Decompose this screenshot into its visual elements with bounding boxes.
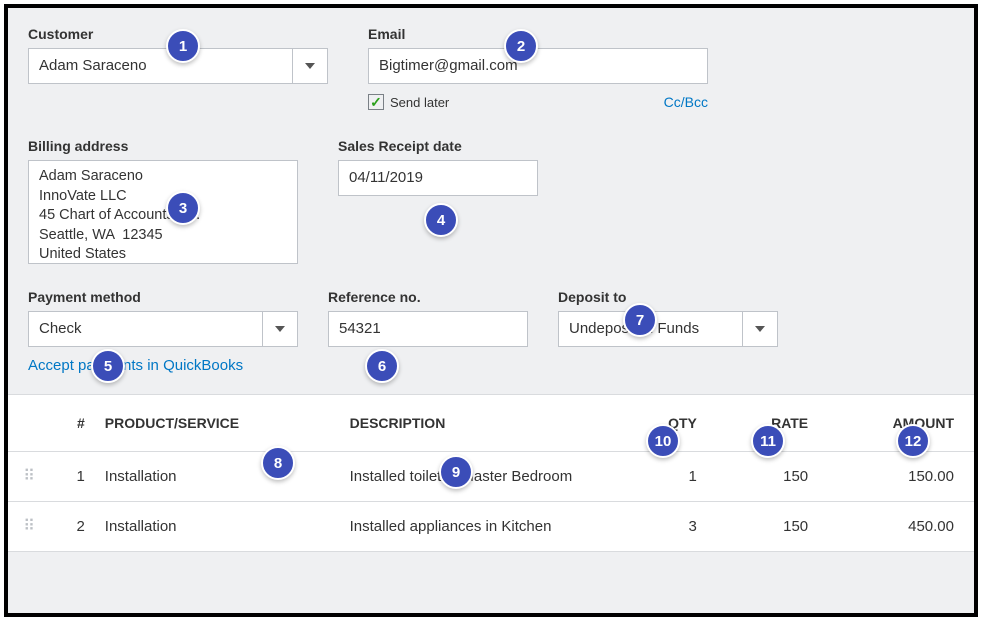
reference-no-input[interactable]: 54321	[328, 311, 528, 347]
col-hash: #	[50, 395, 95, 452]
table-header-row: # PRODUCT/SERVICE DESCRIPTION QTY RATE A…	[8, 395, 974, 452]
line-amount[interactable]: 150.00	[818, 452, 974, 502]
row-payment-ref-deposit: Payment method Check Accept payments in …	[28, 289, 954, 374]
table-row[interactable]: ⠿ 1 Installation Installed toilet in Mas…	[8, 452, 974, 502]
line-product[interactable]: Installation	[95, 452, 340, 502]
line-items-body: ⠿ 1 Installation Installed toilet in Mas…	[8, 452, 974, 552]
billing-address-textarea[interactable]	[28, 160, 298, 264]
deposit-to-dropdown[interactable]: Undeposited Funds	[558, 311, 778, 347]
chevron-down-icon	[755, 326, 765, 332]
row-customer-email: Customer Adam Saraceno Email Bigtimer@gm…	[28, 26, 954, 110]
line-amount[interactable]: 450.00	[818, 502, 974, 552]
deposit-to-label: Deposit to	[558, 289, 778, 305]
email-label: Email	[368, 26, 708, 42]
checkbox-box: ✓	[368, 94, 384, 110]
line-rate[interactable]: 150	[707, 452, 818, 502]
email-field: Email Bigtimer@gmail.com ✓ Send later Cc…	[368, 26, 708, 110]
sales-receipt-date-field: Sales Receipt date 04/11/2019	[338, 138, 538, 269]
payment-method-label: Payment method	[28, 289, 298, 305]
send-later-checkbox[interactable]: ✓ Send later	[368, 94, 449, 110]
line-items-table: # PRODUCT/SERVICE DESCRIPTION QTY RATE A…	[8, 395, 974, 552]
line-index: 2	[50, 502, 95, 552]
line-rate[interactable]: 150	[707, 502, 818, 552]
accept-payments-link[interactable]: Accept payments in QuickBooks	[28, 357, 298, 374]
line-qty[interactable]: 3	[618, 502, 707, 552]
line-description[interactable]: Installed appliances in Kitchen	[340, 502, 618, 552]
payment-method-caret-button[interactable]	[262, 311, 298, 347]
customer-caret-button[interactable]	[292, 48, 328, 84]
sales-receipt-date-input[interactable]: 04/11/2019	[338, 160, 538, 196]
customer-dropdown[interactable]: Adam Saraceno	[28, 48, 328, 84]
send-later-label: Send later	[390, 95, 449, 110]
deposit-to-field: Deposit to Undeposited Funds	[558, 289, 778, 374]
col-qty: QTY	[618, 395, 707, 452]
customer-field: Customer Adam Saraceno	[28, 26, 328, 110]
col-grip	[8, 395, 50, 452]
check-icon: ✓	[370, 95, 382, 109]
reference-no-label: Reference no.	[328, 289, 528, 305]
email-extras-row: ✓ Send later Cc/Bcc	[368, 94, 708, 110]
drag-handle-icon[interactable]: ⠿	[23, 518, 35, 535]
billing-address-field: Billing address	[28, 138, 298, 269]
sales-receipt-form: Customer Adam Saraceno Email Bigtimer@gm…	[4, 4, 978, 617]
payment-method-field: Payment method Check Accept payments in …	[28, 289, 298, 374]
email-input[interactable]: Bigtimer@gmail.com	[368, 48, 708, 84]
line-product[interactable]: Installation	[95, 502, 340, 552]
line-index: 1	[50, 452, 95, 502]
row-billing-date: Billing address Sales Receipt date 04/11…	[28, 138, 954, 269]
col-description: DESCRIPTION	[340, 395, 618, 452]
cc-bcc-link[interactable]: Cc/Bcc	[664, 94, 708, 110]
customer-value[interactable]: Adam Saraceno	[28, 48, 292, 84]
chevron-down-icon	[305, 63, 315, 69]
line-qty[interactable]: 1	[618, 452, 707, 502]
billing-address-wrap	[28, 160, 298, 269]
table-row[interactable]: ⠿ 2 Installation Installed appliances in…	[8, 502, 974, 552]
payment-method-dropdown[interactable]: Check	[28, 311, 298, 347]
chevron-down-icon	[275, 326, 285, 332]
line-description[interactable]: Installed toilet in Master Bedroom	[340, 452, 618, 502]
customer-label: Customer	[28, 26, 328, 42]
line-items-section: # PRODUCT/SERVICE DESCRIPTION QTY RATE A…	[8, 394, 974, 552]
sales-receipt-date-label: Sales Receipt date	[338, 138, 538, 154]
deposit-to-caret-button[interactable]	[742, 311, 778, 347]
payment-method-value[interactable]: Check	[28, 311, 262, 347]
reference-no-field: Reference no. 54321	[328, 289, 528, 374]
deposit-to-value[interactable]: Undeposited Funds	[558, 311, 742, 347]
billing-address-label: Billing address	[28, 138, 298, 154]
drag-handle-icon[interactable]: ⠿	[23, 468, 35, 485]
col-product: PRODUCT/SERVICE	[95, 395, 340, 452]
col-rate: RATE	[707, 395, 818, 452]
col-amount: AMOUNT	[818, 395, 974, 452]
